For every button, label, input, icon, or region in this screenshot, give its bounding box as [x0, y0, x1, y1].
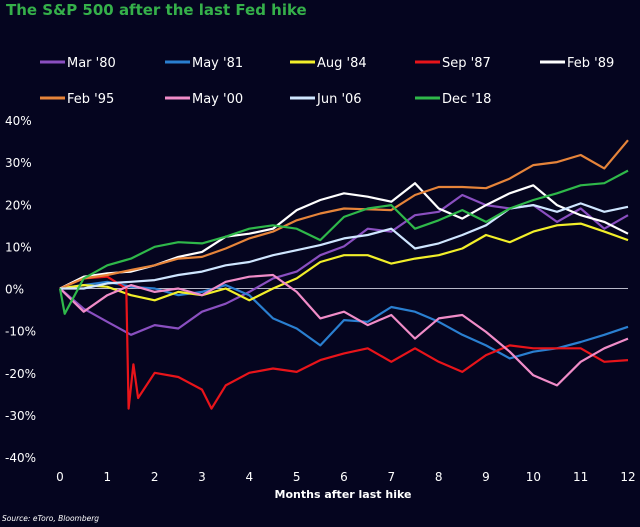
y-tick-label: 30%: [5, 156, 32, 170]
x-tick-label: 11: [573, 470, 588, 484]
y-tick-label: -40%: [5, 451, 36, 465]
series-line-sep-87: [59, 275, 629, 410]
legend-item: Feb '89: [540, 56, 614, 71]
legend-label: Jun '06: [316, 92, 362, 107]
series-line-feb-89: [59, 182, 629, 290]
y-tick-label: 40%: [5, 114, 32, 128]
legend-item: Aug '84: [290, 56, 367, 71]
source-note: Source: eToro, Bloomberg: [2, 514, 99, 523]
y-tick-label: 0%: [5, 283, 24, 297]
y-tick-label: 10%: [5, 240, 32, 254]
y-axis: 40% 30% 20% 10% 0% -10% -20% -30% -40%: [5, 114, 36, 465]
series-line-aug-84: [59, 222, 629, 302]
series-line-may-00: [59, 273, 629, 387]
x-tick-label: 0: [56, 470, 64, 484]
x-tick-label: 10: [526, 470, 541, 484]
legend-item: Jun '06: [290, 92, 362, 107]
legend-label: May '81: [192, 56, 243, 71]
x-tick-label: 4: [246, 470, 254, 484]
legend-label: Aug '84: [317, 56, 367, 71]
series-line-jun-06: [60, 202, 629, 290]
series-line-may-81: [59, 280, 629, 360]
y-tick-label: -20%: [5, 367, 36, 381]
x-tick-label: 5: [293, 470, 301, 484]
chart-title: The S&P 500 after the last Fed hike: [6, 1, 307, 19]
x-axis-label: Months after last hike: [275, 488, 412, 501]
x-tick-label: 7: [388, 470, 396, 484]
legend-item: Sep '87: [415, 56, 491, 71]
x-tick-label: 1: [104, 470, 112, 484]
legend-label: Sep '87: [442, 56, 491, 71]
legend-item: May '00: [165, 92, 243, 107]
x-tick-label: 12: [620, 470, 635, 484]
legend-item: Mar '80: [40, 56, 116, 71]
x-tick-label: 8: [435, 470, 443, 484]
legend-label: Feb '89: [567, 56, 614, 71]
y-tick-label: -10%: [5, 325, 36, 339]
y-tick-label: 20%: [5, 198, 32, 212]
legend: Mar '80 May '81 Aug '84 Sep '87 Feb '89 Feb '…: [40, 56, 614, 107]
series-lines: [58, 139, 629, 410]
legend-item: May '81: [165, 56, 243, 71]
x-tick-label: 2: [151, 470, 159, 484]
y-tick-label: -30%: [5, 409, 36, 423]
x-axis: 0 1 2 3 4 5 6 7 8 9 10 11 12: [56, 470, 635, 484]
legend-item: Feb '95: [40, 92, 114, 107]
legend-item: Dec '18: [415, 92, 491, 107]
legend-label: May '00: [192, 92, 243, 107]
series-line-dec-18: [58, 169, 629, 315]
legend-label: Dec '18: [442, 92, 491, 107]
legend-label: Mar '80: [67, 56, 116, 71]
legend-label: Feb '95: [67, 92, 114, 107]
x-tick-label: 9: [482, 470, 490, 484]
x-tick-label: 3: [198, 470, 206, 484]
series-line-feb-95: [59, 139, 629, 290]
x-tick-label: 6: [340, 470, 348, 484]
